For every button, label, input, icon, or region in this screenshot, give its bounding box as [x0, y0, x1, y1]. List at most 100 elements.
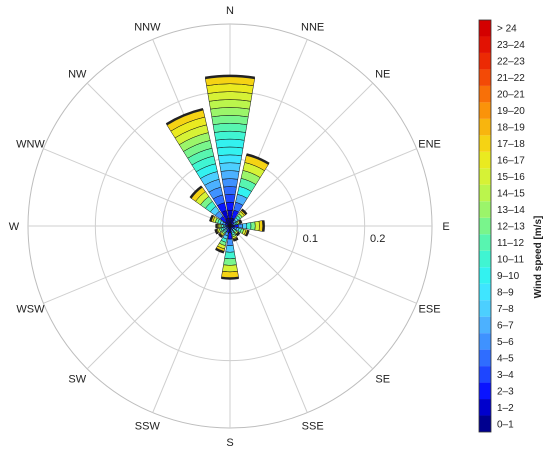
petal-nnw — [165, 108, 231, 227]
radial-tick-label-2: 0.2 — [370, 233, 385, 245]
petal-segment — [221, 178, 239, 188]
colorbar-swatch — [479, 217, 491, 235]
direction-label-ene: ENE — [418, 138, 441, 150]
colorbar-swatch — [479, 201, 491, 218]
petal-segment — [238, 223, 243, 229]
colorbar-swatch — [479, 250, 491, 268]
colorbar-label: 17–18 — [497, 139, 525, 150]
petal-segment — [223, 258, 237, 266]
petal-segment — [242, 222, 248, 230]
petal-edge — [215, 247, 225, 254]
colorbar-swatch — [479, 316, 491, 334]
grid-spoke-se — [229, 225, 374, 370]
petal-segment — [211, 115, 249, 125]
petal-edge — [165, 108, 204, 126]
colorbar-swatch — [479, 69, 491, 86]
petal-wnw — [209, 214, 231, 227]
colorbar-swatch — [479, 415, 491, 432]
colorbar-swatch — [479, 20, 491, 37]
colorbar-swatch — [479, 366, 491, 383]
colorbar-swatch — [479, 118, 491, 136]
petal-segment — [216, 146, 244, 157]
petal-segment — [250, 221, 256, 231]
colorbar-swatch — [479, 102, 491, 119]
petal-segment — [215, 138, 245, 149]
direction-label-ssw: SSW — [135, 421, 161, 433]
direction-labels: N NNE NE ENE E ESE SE SSE S SSW SW WSW W WNW NW NNW — [9, 5, 450, 449]
colorbar-swatch — [479, 267, 491, 284]
petal-nne — [229, 153, 270, 227]
colorbar-swatch — [479, 85, 491, 103]
petal-edge — [240, 208, 248, 216]
petal-s — [221, 225, 239, 280]
grid-spoke-sse — [229, 225, 308, 413]
petal-segment — [217, 154, 243, 164]
colorbar-label: > 24 — [497, 24, 517, 35]
direction-label-wsw: WSW — [16, 304, 45, 316]
petal-segment — [254, 220, 260, 232]
colorbar-swatch — [479, 36, 491, 53]
colorbar-swatch — [479, 283, 491, 301]
colorbar-label: 3–4 — [497, 370, 514, 381]
grid-spoke-ssw — [152, 225, 231, 413]
grid-spoke-ese — [229, 225, 417, 304]
colorbar-swatch — [479, 300, 491, 317]
direction-label-s: S — [226, 437, 233, 449]
colorbar-tick-labels: 0–1 1–2 2–3 3–4 4–5 5–6 6–7 7–8 8–9 9–10 10–11 11–1… — [497, 24, 525, 431]
wind-petals — [165, 74, 270, 280]
petal-ssw — [215, 225, 231, 254]
grid-spoke-wnw — [43, 148, 231, 227]
petal-edge — [244, 229, 250, 237]
direction-label-sw: SW — [68, 374, 86, 386]
direction-label-ne: NE — [375, 68, 390, 80]
colorbar-swatch — [479, 234, 491, 251]
colorbar-border — [478, 19, 492, 433]
direction-label-ese: ESE — [419, 304, 441, 316]
petal-segment — [214, 130, 246, 141]
direction-label-n: N — [226, 5, 234, 17]
petal-edge — [238, 219, 243, 224]
grid-spoke-wsw — [43, 225, 231, 304]
petal-segment — [246, 222, 252, 230]
petal-edge — [235, 231, 241, 237]
direction-label-nw: NW — [68, 68, 87, 80]
colorbar-label: 6–7 — [497, 320, 514, 331]
petal-segment — [226, 238, 234, 246]
petal-edge — [233, 237, 239, 242]
petal-segment — [224, 251, 236, 260]
colorbar-label: 8–9 — [497, 287, 514, 298]
grid-spoke-ne — [229, 82, 374, 227]
colorbar-label: 5–6 — [497, 337, 514, 348]
direction-label-w: W — [9, 221, 20, 233]
petal-edge — [218, 233, 223, 238]
direction-label-wnw: WNW — [16, 138, 45, 150]
petal-edge — [214, 229, 219, 235]
colorbar-label: 4–5 — [497, 353, 514, 364]
grid-spoke-sw — [86, 225, 231, 370]
colorbar-label: 19–20 — [497, 106, 525, 117]
petal-sw — [218, 225, 231, 238]
colorbar-label: 15–16 — [497, 172, 525, 183]
direction-label-nne: NNE — [301, 21, 324, 33]
colorbar-label: 0–1 — [497, 419, 514, 430]
colorbar-label: 16–17 — [497, 156, 525, 167]
colorbar-swatch — [479, 333, 491, 350]
petal-segment — [224, 194, 236, 203]
petal-segment — [225, 202, 235, 211]
radial-tick-label-1: 0.1 — [303, 233, 318, 245]
petal-nw — [189, 185, 231, 227]
petal-segment — [220, 170, 240, 180]
petal-e — [229, 220, 265, 232]
colorbar-label: 21–22 — [497, 73, 525, 84]
colorbar-swatch — [479, 349, 491, 367]
colorbar-swatch — [479, 52, 491, 70]
colorbar-label: 11–12 — [497, 238, 525, 249]
petal-se — [229, 225, 241, 237]
colorbar-label: 23–24 — [497, 40, 525, 51]
petal-sse — [229, 225, 239, 242]
direction-label-sse: SSE — [302, 421, 324, 433]
petal-edge — [189, 185, 203, 199]
colorbar-label: 1–2 — [497, 403, 514, 414]
petal-edge — [221, 276, 239, 280]
